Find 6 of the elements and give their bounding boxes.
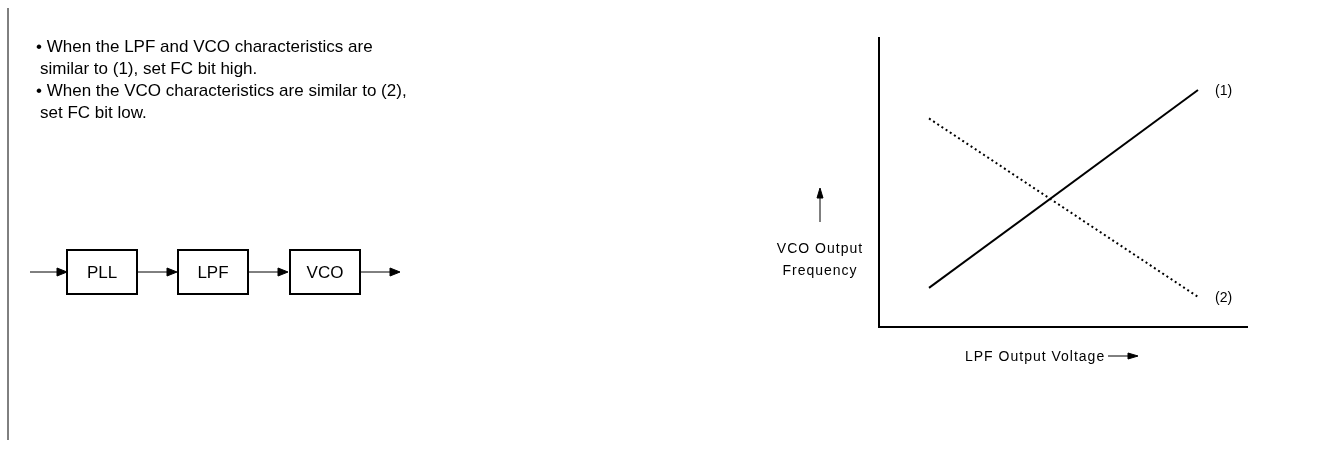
series-label: (2) [1215, 288, 1233, 305]
x-axis-title: LPF Output Voltage [965, 348, 1106, 364]
text: • When the LPF and VCO characteristics are similar to (1), set FC bit high. [36, 37, 373, 78]
series-label: (1) [1215, 82, 1233, 98]
y-axis-title: VCO Output Frequency [776, 240, 864, 278]
text: • When the VCO characteristics are similar to (2), set FC bit low. [36, 81, 407, 122]
